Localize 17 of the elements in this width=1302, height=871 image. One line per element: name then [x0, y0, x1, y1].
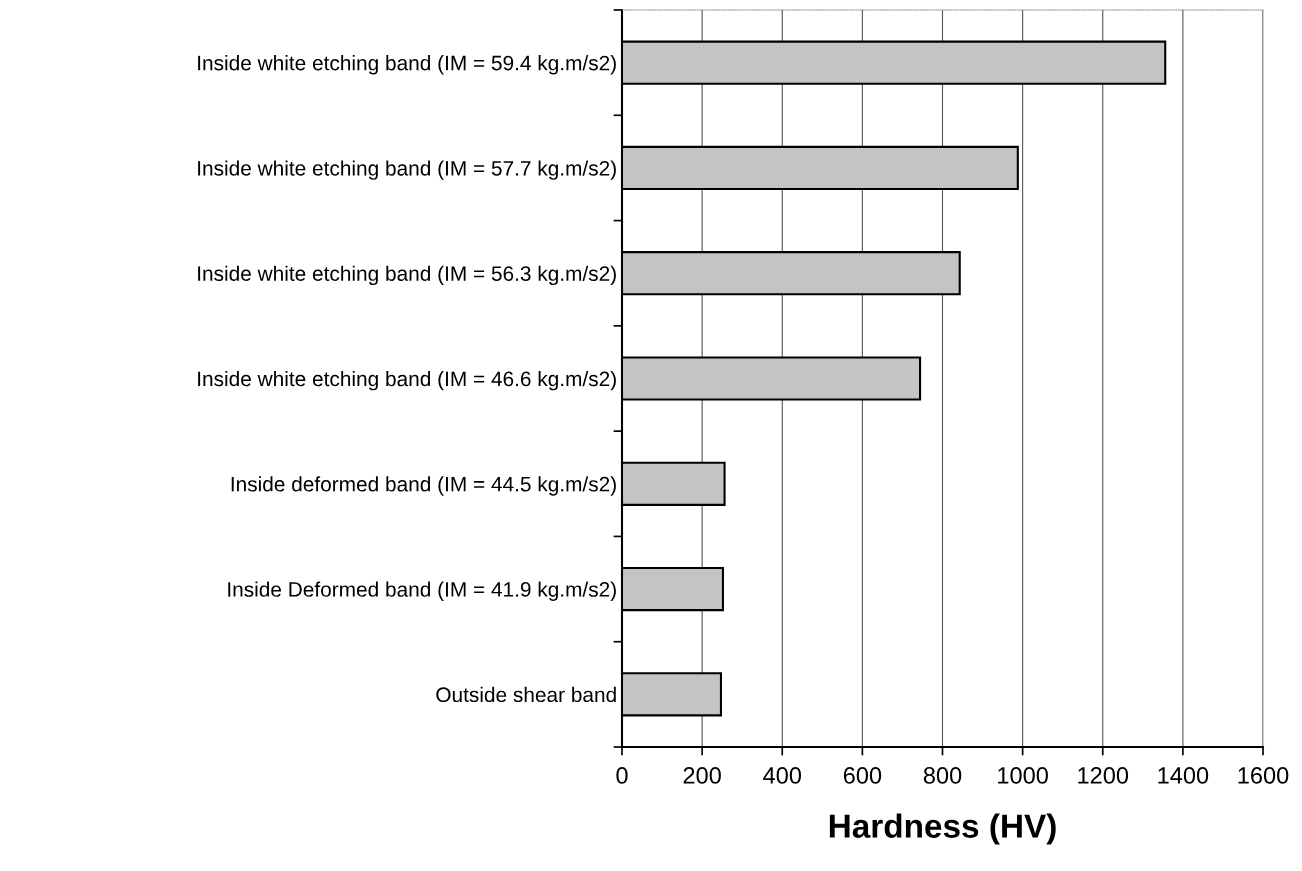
x-tick-label: 0 — [616, 767, 628, 784]
x-tick-label: 1000 — [998, 767, 1048, 784]
x-tick-label: 1200 — [1078, 767, 1129, 784]
x-axis-title: Hardness (HV) — [829, 813, 1056, 845]
y-tick-label: Inside white etching band (IM = 57.7 kg.m/s2) — [198, 160, 616, 180]
x-tick-label: 1600 — [1238, 767, 1289, 784]
x-tick-label: 600 — [843, 767, 882, 784]
y-tick-label: Inside deformed band (IM = 44.5 kg.m/s2) — [231, 476, 616, 496]
y-tick-label: Inside Deformed band (IM = 41.9 kg.m/s2) — [228, 581, 616, 601]
y-tick-label: Inside white etching band (IM = 59.4 kg.m/s2) — [198, 55, 616, 75]
x-tick-label: 1400 — [1158, 767, 1209, 784]
x-tick-label: 400 — [763, 767, 802, 784]
y-tick-label: Outside shear band — [436, 686, 616, 703]
x-tick-label: 200 — [683, 767, 721, 784]
y-tick-label: Inside white etching band (IM = 46.6 kg.m/s2) — [198, 370, 616, 391]
x-tick-label: 800 — [923, 767, 962, 784]
y-tick-label: Inside white etching band (IM = 56.3 kg.m/s2) — [198, 265, 616, 286]
